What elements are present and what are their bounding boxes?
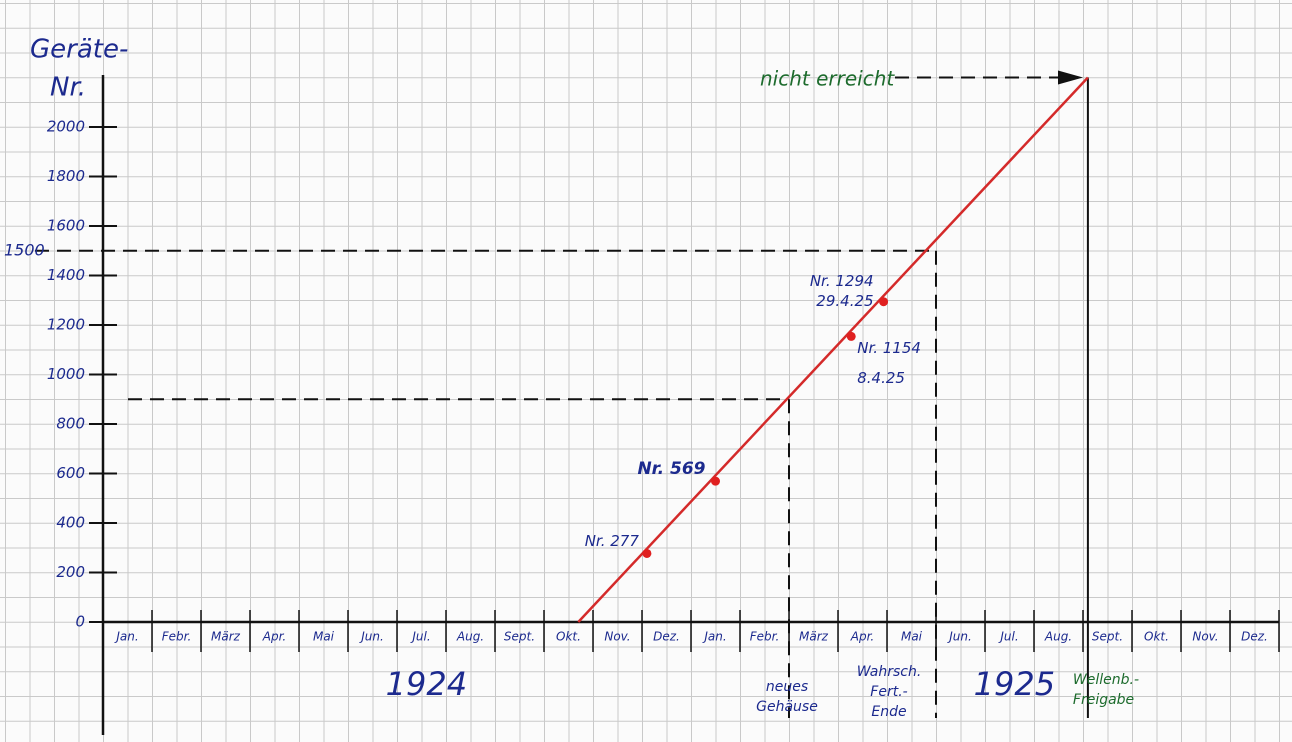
- y-tick-label: 1200: [47, 316, 85, 334]
- x-tick-label: März: [799, 630, 829, 644]
- y-tick-label: 200: [56, 563, 85, 581]
- drop-line-note: Gehäuse: [756, 699, 818, 715]
- x-tick-label: Dez.: [653, 630, 680, 644]
- x-tick-label: Mai: [901, 630, 923, 644]
- point-date: 29.4.25: [816, 292, 873, 310]
- y-axis-title: Nr.: [50, 73, 86, 103]
- x-tick-label: Sept.: [504, 630, 535, 644]
- x-tick-label: Apr.: [850, 630, 874, 644]
- line: [578, 78, 1088, 623]
- arrow-head: [1058, 71, 1083, 85]
- x-tick-label: Jun.: [947, 630, 972, 644]
- x-tick-label: Apr.: [262, 630, 286, 644]
- point-label: Nr. 569: [637, 459, 705, 479]
- y-tick-label: 1600: [47, 217, 85, 235]
- x-tick-label: Jan.: [702, 630, 726, 644]
- year-label: 1925: [974, 665, 1055, 703]
- x-tick-label: Okt.: [1144, 630, 1169, 644]
- x-tick-label: Aug.: [456, 630, 484, 644]
- x-tick-label: Febr.: [750, 630, 780, 644]
- y-tick-label: 600: [56, 464, 85, 482]
- y-tick-label: 1800: [47, 167, 85, 185]
- x-tick-label: Febr.: [162, 630, 192, 644]
- drop-line-note: Wahrsch.: [857, 664, 922, 680]
- data-point: [711, 477, 720, 486]
- level-label: 1500: [4, 240, 45, 259]
- point-label: Nr. 1154: [857, 339, 921, 357]
- x-tick-label: Nov.: [604, 630, 630, 644]
- x-tick-label: Jan.: [114, 630, 138, 644]
- top-note: nicht erreicht: [760, 67, 895, 91]
- year-label: 1924: [386, 665, 467, 703]
- x-tick-label: Okt.: [556, 630, 581, 644]
- drop-line-note: Freigabe: [1073, 692, 1134, 708]
- x-tick-label: Nov.: [1192, 630, 1218, 644]
- point-label: Nr. 1294: [810, 272, 874, 290]
- data-point: [642, 549, 651, 558]
- graph-paper: Geräte- Nr. nicht erreicht 0 200 400 600 800…: [0, 0, 1292, 742]
- x-tick-label: Mai: [313, 630, 335, 644]
- x-tick-label: Aug.: [1044, 630, 1072, 644]
- y-tick-label: 400: [56, 514, 85, 532]
- y-tick-label: 800: [56, 415, 85, 433]
- data-point: [879, 297, 888, 306]
- x-tick-label: Sept.: [1092, 630, 1123, 644]
- y-tick-label: 1400: [47, 266, 85, 284]
- point-label: Nr. 277: [585, 532, 640, 550]
- x-tick-label: März: [211, 630, 241, 644]
- drop-line-note: Wellenb.-: [1073, 672, 1139, 688]
- drop-line-note: Fert.-: [870, 684, 907, 700]
- y-tick-label: 1000: [47, 365, 85, 383]
- x-tick-label: Jul.: [410, 630, 430, 644]
- drop-line-note: Ende: [871, 704, 906, 720]
- chart: Geräte- Nr. nicht erreicht 0 200 400 600 800…: [0, 0, 1292, 742]
- x-tick-label: Dez.: [1241, 630, 1268, 644]
- y-axis-title: Geräte-: [30, 35, 128, 65]
- point-date: 8.4.25: [857, 369, 905, 387]
- x-tick-label: Jul.: [998, 630, 1018, 644]
- x-tick-label: Jun.: [359, 630, 384, 644]
- data-point: [847, 332, 856, 341]
- drop-line-note: neues: [766, 679, 808, 695]
- y-tick-label: 0: [75, 613, 85, 631]
- y-tick-label: 2000: [47, 118, 85, 136]
